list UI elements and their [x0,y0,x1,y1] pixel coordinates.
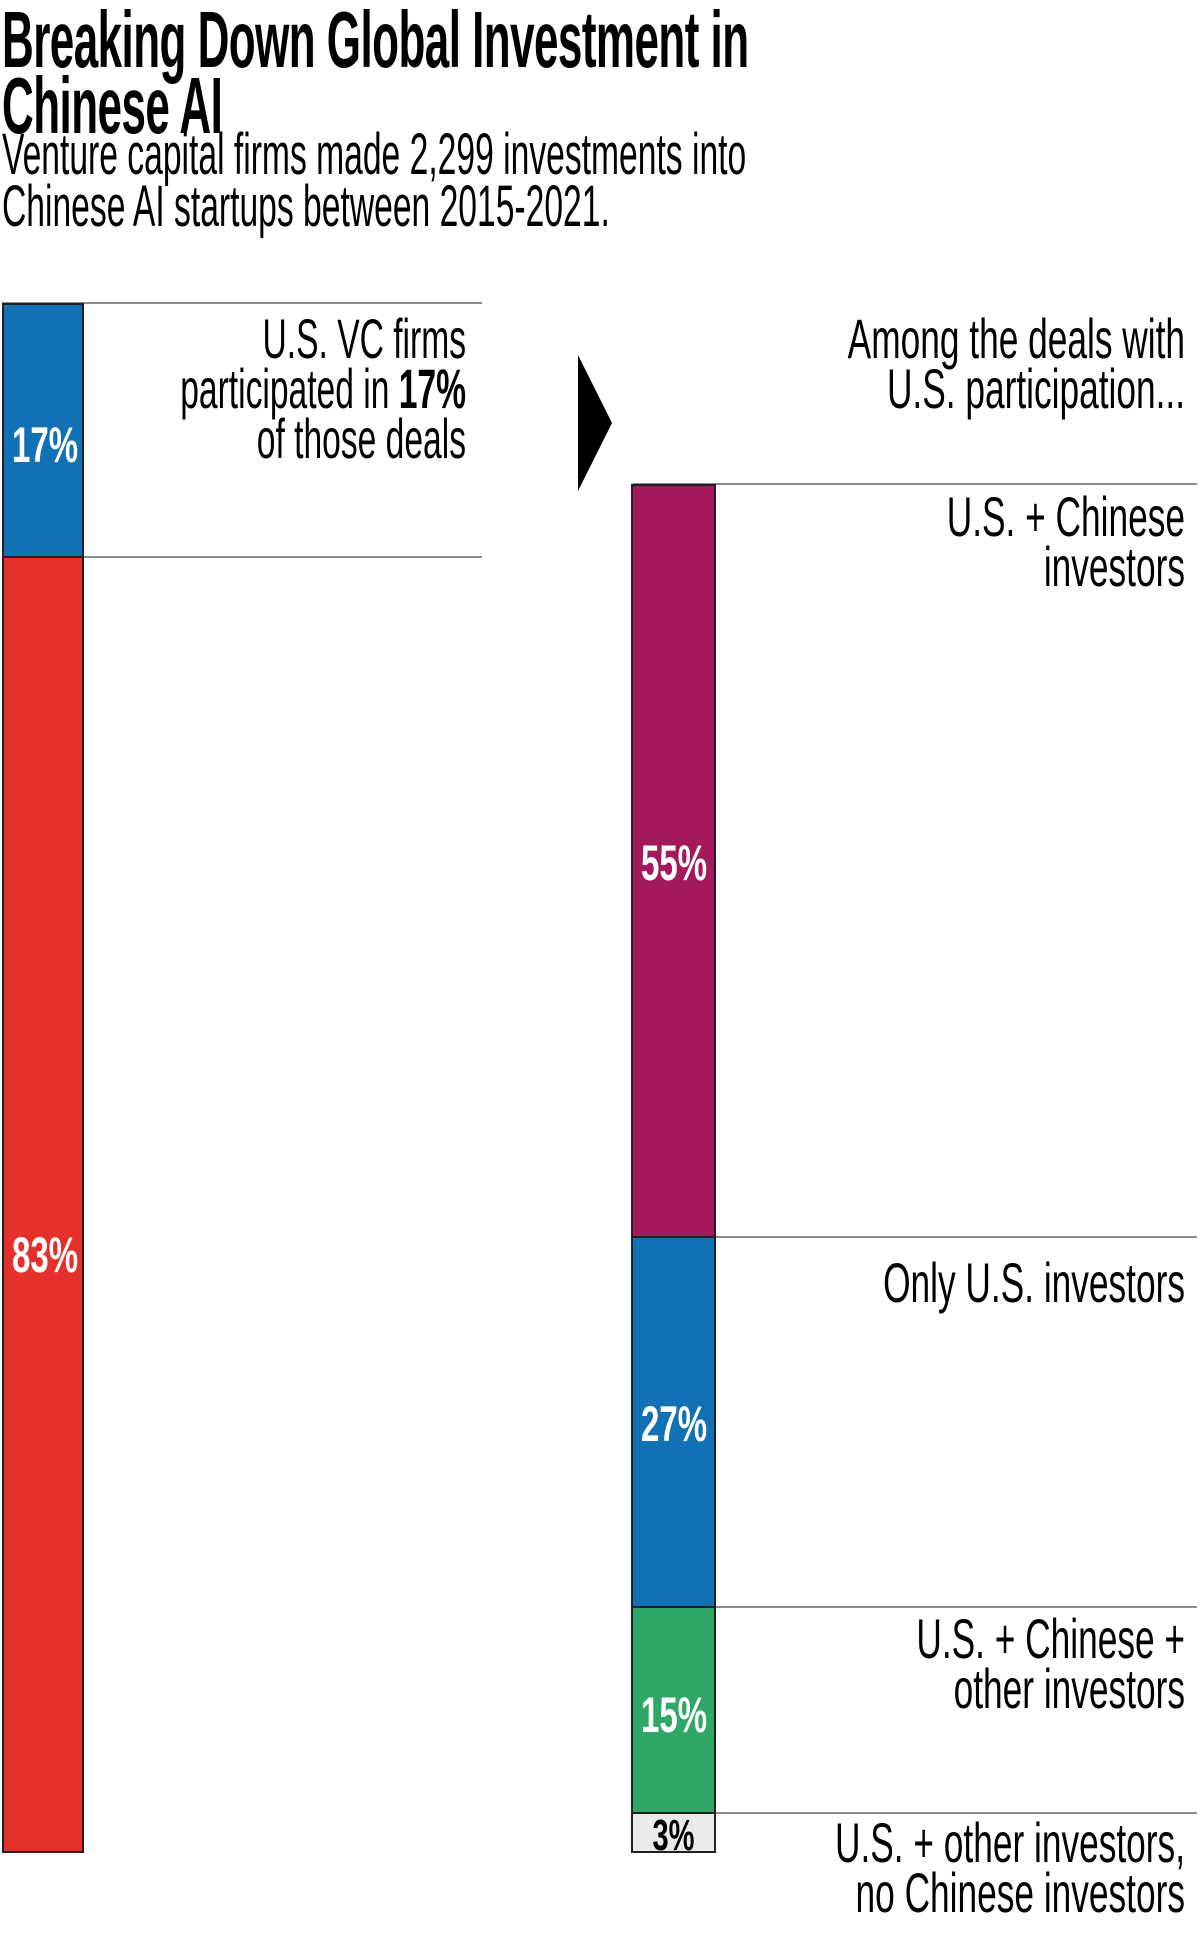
right-heading-line-2: U.S. participation... [886,357,1185,420]
right-heading: Among the deals with U.S. participation.… [618,307,1185,420]
right-bar-segment-only-us [631,1237,716,1607]
label-us-chinese-other-line-2: other investors [953,1657,1185,1720]
left-bar-separator [2,556,84,558]
right-divider-2 [633,1236,1197,1238]
right-bar-separator-1 [631,1236,716,1238]
right-bar-magenta-percent-label: 55% [641,835,708,891]
left-bar-blue-percent-label: 17% [12,417,79,473]
right-divider-4 [633,1812,1197,1814]
label-us-chinese-line-1: U.S. + Chinese [946,485,1185,548]
label-us-chinese-investors: U.S. + Chinese investors [618,485,1185,598]
arrow-right-icon [578,355,612,491]
page-title: Breaking Down Global Investment in Chine… [2,0,749,150]
right-divider-3 [633,1606,1197,1608]
left-annotation: U.S. VC firms participated in 17% of tho… [0,307,466,470]
right-bar-separator-2 [631,1606,716,1608]
left-annotation-line-3: of those deals [256,407,466,470]
right-heading-line-1: Among the deals with [847,307,1185,370]
right-bar-segment-us-chinese-other [631,1607,716,1813]
title-line-2: Chinese AI [2,61,223,150]
subtitle-line-1: Venture capital firms made 2,299 investm… [2,122,747,187]
label-us-other-line-2: no Chinese investors [855,1861,1185,1924]
label-us-other-no-chinese: U.S. + other investors, no Chinese inves… [618,1811,1185,1924]
label-us-chinese-other-investors: U.S. + Chinese + other investors [618,1607,1185,1720]
left-divider-middle [2,556,482,558]
label-us-other-line-1: U.S. + other investors, [834,1811,1185,1874]
subtitle: Venture capital firms made 2,299 investm… [2,122,747,239]
right-divider-1 [633,483,1197,485]
right-bar-blue-percent-label: 27% [641,1396,708,1452]
left-bar-segment-us-participation [2,303,84,557]
subtitle-line-2: Chinese AI startups between 2015-2021. [2,174,610,239]
right-bar-segment-us-other [631,1813,716,1853]
right-bar-segment-us-chinese [631,484,716,1237]
label-us-chinese-line-2: investors [1043,535,1185,598]
label-us-chinese-other-line-1: U.S. + Chinese + [916,1607,1185,1670]
title-line-1: Breaking Down Global Investment in [2,0,749,84]
left-annotation-line-1: U.S. VC firms [262,307,466,370]
label-only-us-investors: Only U.S. investors [883,1251,1185,1314]
left-annotation-line-2: participated in 17% [180,357,466,420]
left-divider-top [2,302,482,304]
right-bar-green-percent-label: 15% [641,1687,708,1743]
right-bar-separator-3 [631,1812,716,1814]
right-bar-gray-percent-label: 3% [652,1811,695,1860]
left-bar-red-percent-label: 83% [12,1227,79,1283]
left-annotation-bold-percent: 17% [398,357,466,420]
left-bar-segment-no-us-participation [2,557,84,1853]
